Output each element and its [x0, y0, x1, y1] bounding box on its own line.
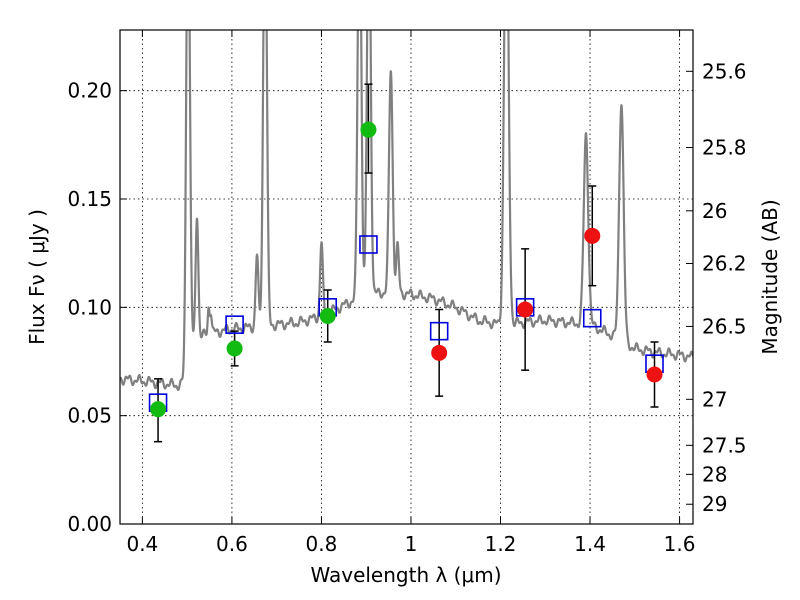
- spectrum-line: [120, 30, 693, 391]
- y-tick-label-2: 0.10: [67, 295, 112, 319]
- model-square-6: [582, 308, 602, 328]
- y2-axis-label: Magnitude (AB): [758, 199, 782, 354]
- observed-points: [150, 121, 663, 418]
- x-tick-label-0: 0.4: [126, 532, 158, 556]
- plot-frame: [119, 29, 694, 525]
- y2-tick-label-3: 26.2: [702, 252, 747, 276]
- green-point-0: [150, 401, 167, 418]
- grid-lines: [120, 30, 693, 525]
- x-axis-label: Wavelength λ (μm): [310, 563, 501, 587]
- x-tick-label-1: 0.6: [216, 532, 248, 556]
- x-tick-label-6: 1.6: [664, 532, 696, 556]
- red-point-1: [517, 301, 534, 318]
- x-tick-label-4: 1.2: [485, 532, 517, 556]
- y2-tick-label-6: 27.5: [702, 433, 747, 457]
- x-tick-label-3: 1: [405, 532, 418, 556]
- green-point-2: [319, 308, 336, 324]
- plot-background: [120, 30, 693, 524]
- y-tick-label-1: 0.05: [67, 404, 112, 428]
- y2-tick-label-7: 28: [702, 462, 727, 486]
- y-tick-label-3: 0.15: [67, 187, 112, 211]
- y2-tick-label-4: 26.5: [702, 314, 747, 338]
- x-tick-label-5: 1.4: [574, 532, 606, 556]
- axis-ticks: 0.4 0.6 0.8 1 1.2 1.4 1.6 0.00 0.05 0.10 0.15 0.20 2…: [67, 30, 747, 556]
- model-square-4: [429, 321, 449, 341]
- model-square-3: [359, 235, 378, 254]
- model-square-1: [225, 315, 244, 334]
- x-tick-label-2: 0.8: [306, 532, 338, 556]
- green-point-3: [360, 121, 377, 138]
- y2-tick-label-2: 26: [702, 199, 727, 223]
- green-point-1: [226, 340, 243, 357]
- y-axis-label: Flux Fν ( μJy ): [25, 209, 49, 345]
- y-tick-label-4: 0.20: [67, 79, 112, 103]
- red-point-2: [584, 227, 601, 244]
- red-point-3: [646, 366, 663, 383]
- y2-tick-label-0: 25.6: [702, 59, 747, 83]
- y-tick-label-0: 0.00: [67, 512, 112, 536]
- y2-tick-label-1: 25.8: [702, 135, 747, 159]
- y2-tick-label-8: 29: [702, 492, 727, 516]
- y2-tick-label-5: 27: [702, 387, 727, 411]
- red-point-0: [431, 344, 448, 361]
